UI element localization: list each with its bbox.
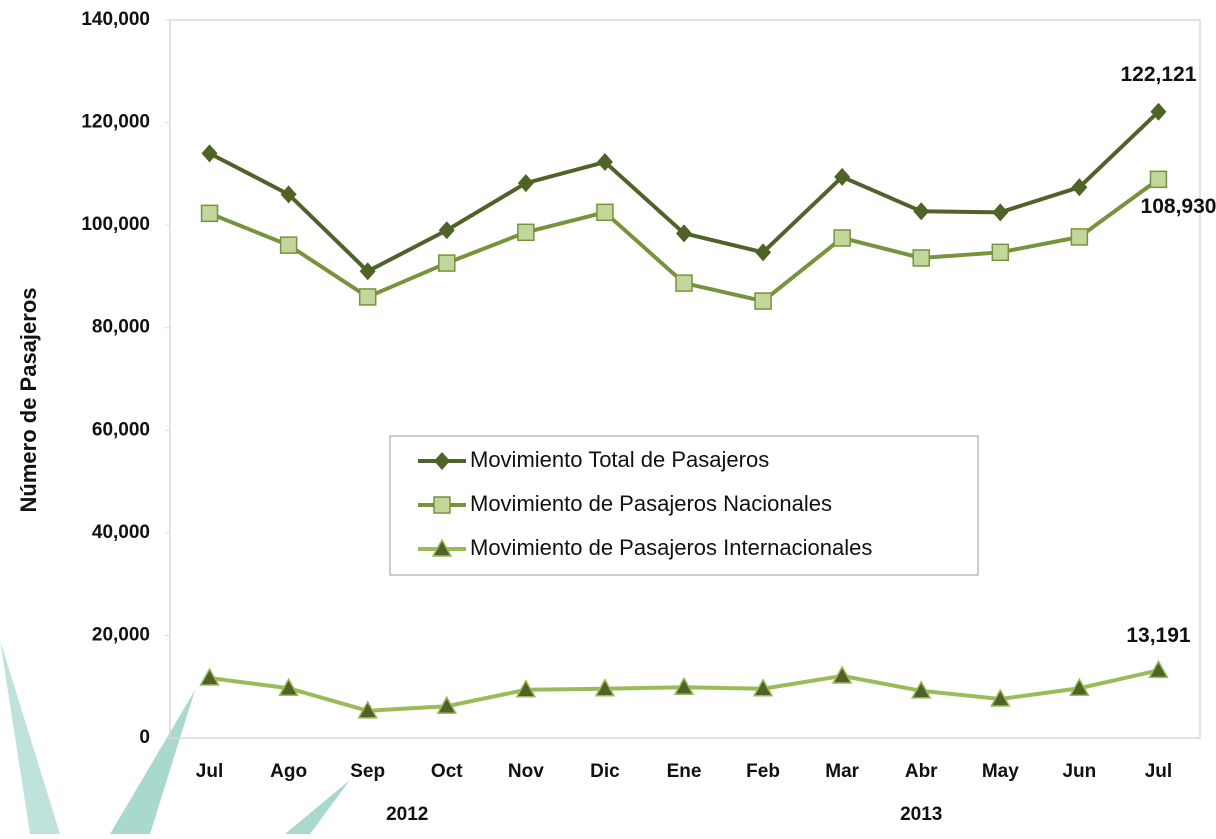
legend-label: Movimiento Total de Pasajeros bbox=[470, 447, 769, 472]
decoration bbox=[110, 690, 195, 834]
x-tick-label: Mar bbox=[825, 761, 859, 782]
marker bbox=[1149, 170, 1168, 189]
plot-frame bbox=[169, 19, 1201, 739]
marker bbox=[1069, 677, 1090, 697]
legend-marker bbox=[431, 538, 453, 557]
marker bbox=[438, 254, 456, 272]
y-tick-label: 60,000 bbox=[92, 419, 150, 440]
marker bbox=[673, 676, 695, 695]
marker bbox=[754, 292, 772, 310]
marker bbox=[357, 700, 378, 719]
y-axis-title: Número de Pasajeros bbox=[16, 288, 41, 513]
x-tick-label: Sep bbox=[350, 761, 385, 782]
legend-label: Movimiento de Pasajeros Nacionales bbox=[470, 491, 832, 516]
x-tick-label: Abr bbox=[905, 761, 938, 782]
marker bbox=[201, 144, 218, 163]
marker bbox=[517, 174, 534, 193]
y-tick-label: 80,000 bbox=[92, 317, 150, 338]
marker bbox=[596, 203, 614, 222]
marker bbox=[594, 678, 616, 697]
marker bbox=[831, 665, 853, 684]
x-tick-label: Dic bbox=[590, 761, 620, 782]
marker bbox=[200, 204, 219, 223]
marker bbox=[913, 202, 930, 221]
x-tick-label: Ene bbox=[667, 761, 702, 782]
marker bbox=[1150, 102, 1167, 121]
marker bbox=[676, 224, 692, 243]
marker bbox=[755, 243, 772, 262]
marker bbox=[834, 167, 851, 186]
marker bbox=[912, 249, 930, 267]
legend-box bbox=[389, 435, 979, 576]
marker bbox=[1148, 659, 1169, 679]
marker bbox=[280, 185, 297, 204]
marker bbox=[675, 274, 693, 292]
decoration bbox=[285, 780, 350, 834]
legend-marker bbox=[434, 452, 450, 470]
marker bbox=[833, 229, 851, 247]
marker bbox=[1071, 178, 1088, 197]
marker bbox=[992, 203, 1009, 222]
data-label: 13,191 bbox=[1126, 624, 1191, 647]
marker bbox=[436, 695, 458, 714]
x-tick-label: Jun bbox=[1062, 761, 1096, 782]
y-tick-label: 20,000 bbox=[92, 624, 150, 645]
marker bbox=[752, 678, 774, 697]
marker bbox=[278, 677, 299, 697]
x-tick-label: Jul bbox=[1145, 761, 1172, 782]
marker bbox=[438, 221, 455, 240]
x-tick-label: Nov bbox=[508, 761, 544, 782]
y-tick-label: 120,000 bbox=[81, 112, 150, 133]
marker bbox=[991, 243, 1010, 262]
x-tick-label: May bbox=[982, 761, 1019, 782]
y-tick-label: 140,000 bbox=[81, 9, 150, 30]
y-tick-label: 40,000 bbox=[92, 522, 150, 543]
marker bbox=[359, 262, 376, 281]
marker bbox=[1070, 228, 1089, 246]
x-tick-label: Ago bbox=[270, 761, 307, 782]
marker bbox=[199, 667, 220, 686]
marker bbox=[990, 688, 1011, 707]
legend-label: Movimiento de Pasajeros Internacionales bbox=[470, 535, 872, 560]
x-tick-label: Oct bbox=[431, 761, 463, 782]
marker bbox=[910, 680, 932, 699]
marker bbox=[358, 288, 377, 306]
decoration bbox=[0, 640, 60, 834]
legend-marker bbox=[433, 496, 451, 514]
x-tick-label: Jul bbox=[196, 761, 223, 782]
marker bbox=[517, 223, 535, 242]
data-label: 108,930 bbox=[1141, 195, 1216, 218]
data-label: 122,121 bbox=[1121, 63, 1197, 86]
y-tick-label: 0 bbox=[139, 727, 150, 748]
marker bbox=[515, 679, 537, 698]
year-label: 2013 bbox=[900, 804, 942, 825]
x-tick-label: Feb bbox=[746, 761, 780, 782]
y-tick-label: 100,000 bbox=[81, 214, 150, 235]
marker bbox=[596, 153, 613, 172]
year-label: 2012 bbox=[386, 804, 428, 825]
marker bbox=[279, 236, 298, 254]
